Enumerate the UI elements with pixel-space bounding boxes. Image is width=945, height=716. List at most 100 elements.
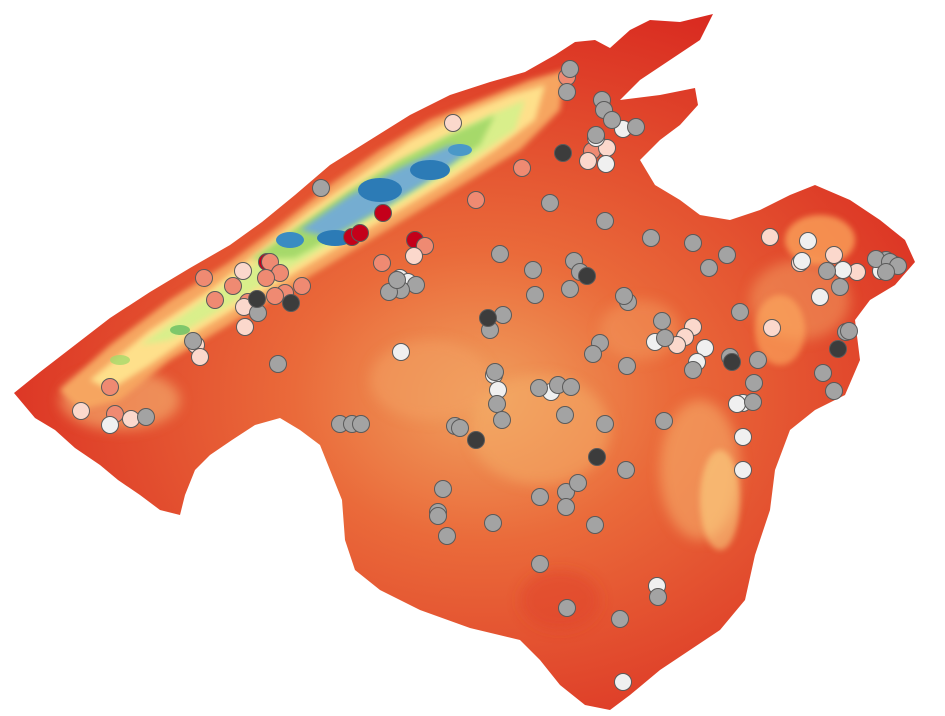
station-marker-light-pink[interactable] (763, 319, 781, 337)
station-marker-grey[interactable] (494, 306, 512, 324)
station-marker-grey[interactable] (388, 271, 406, 289)
station-marker-grey[interactable] (618, 357, 636, 375)
station-marker-dark-grey[interactable] (554, 144, 572, 162)
station-markers[interactable] (72, 60, 907, 691)
station-marker-white[interactable] (728, 395, 746, 413)
station-marker-dark-grey[interactable] (723, 353, 741, 371)
station-marker-grey[interactable] (429, 507, 447, 525)
station-marker-grey[interactable] (524, 261, 542, 279)
station-marker-grey[interactable] (486, 363, 504, 381)
station-marker-grey[interactable] (745, 374, 763, 392)
station-marker-grey[interactable] (312, 179, 330, 197)
station-marker-white[interactable] (793, 252, 811, 270)
station-marker-grey[interactable] (556, 406, 574, 424)
station-marker-white[interactable] (392, 343, 410, 361)
station-marker-grey[interactable] (561, 280, 579, 298)
station-marker-grey[interactable] (718, 246, 736, 264)
station-marker-light-pink[interactable] (234, 262, 252, 280)
station-marker-grey[interactable] (488, 395, 506, 413)
station-marker-grey[interactable] (531, 488, 549, 506)
station-marker-grey[interactable] (617, 461, 635, 479)
station-marker-grey[interactable] (530, 379, 548, 397)
station-marker-grey[interactable] (656, 329, 674, 347)
station-marker-dark-grey[interactable] (282, 294, 300, 312)
station-marker-salmon[interactable] (373, 254, 391, 272)
station-marker-grey[interactable] (603, 111, 621, 129)
station-marker-grey[interactable] (584, 345, 602, 363)
station-marker-grey[interactable] (541, 194, 559, 212)
station-marker-grey[interactable] (642, 229, 660, 247)
station-marker-salmon[interactable] (467, 191, 485, 209)
station-marker-grey[interactable] (586, 516, 604, 534)
station-marker-light-pink[interactable] (191, 348, 209, 366)
station-marker-grey[interactable] (744, 393, 762, 411)
station-marker-light-pink[interactable] (761, 228, 779, 246)
station-marker-grey[interactable] (484, 514, 502, 532)
station-marker-grey[interactable] (877, 263, 895, 281)
station-marker-salmon[interactable] (293, 277, 311, 295)
station-marker-grey[interactable] (818, 262, 836, 280)
station-marker-light-pink[interactable] (579, 152, 597, 170)
station-marker-light-pink[interactable] (825, 246, 843, 264)
station-marker-white[interactable] (811, 288, 829, 306)
station-marker-grey[interactable] (137, 408, 155, 426)
station-marker-grey[interactable] (700, 259, 718, 277)
station-marker-salmon[interactable] (266, 287, 284, 305)
station-marker-dark-grey[interactable] (578, 267, 596, 285)
station-marker-light-pink[interactable] (236, 318, 254, 336)
station-marker-grey[interactable] (596, 212, 614, 230)
station-marker-dark-red[interactable] (374, 204, 392, 222)
station-marker-grey[interactable] (269, 355, 287, 373)
station-marker-dark-grey[interactable] (479, 309, 497, 327)
station-marker-grey[interactable] (569, 474, 587, 492)
station-marker-dark-grey[interactable] (467, 431, 485, 449)
station-marker-dark-red[interactable] (351, 224, 369, 242)
station-marker-light-pink[interactable] (72, 402, 90, 420)
station-marker-grey[interactable] (407, 276, 425, 294)
station-marker-light-pink[interactable] (122, 410, 140, 428)
station-marker-grey[interactable] (684, 361, 702, 379)
station-marker-white[interactable] (799, 232, 817, 250)
station-marker-grey[interactable] (352, 415, 370, 433)
station-marker-salmon[interactable] (513, 159, 531, 177)
station-marker-grey[interactable] (627, 118, 645, 136)
station-marker-grey[interactable] (596, 415, 614, 433)
station-marker-grey[interactable] (557, 498, 575, 516)
station-marker-grey[interactable] (438, 527, 456, 545)
station-marker-grey[interactable] (531, 555, 549, 573)
station-marker-grey[interactable] (731, 303, 749, 321)
station-marker-grey[interactable] (561, 60, 579, 78)
station-marker-salmon[interactable] (195, 269, 213, 287)
station-marker-grey[interactable] (655, 412, 673, 430)
station-marker-grey[interactable] (562, 378, 580, 396)
station-marker-grey[interactable] (491, 245, 509, 263)
station-marker-white[interactable] (101, 416, 119, 434)
station-marker-grey[interactable] (684, 234, 702, 252)
station-marker-grey[interactable] (653, 312, 671, 330)
station-marker-grey[interactable] (587, 126, 605, 144)
station-marker-white[interactable] (696, 339, 714, 357)
station-marker-grey[interactable] (493, 411, 511, 429)
station-marker-grey[interactable] (825, 382, 843, 400)
station-marker-grey[interactable] (814, 364, 832, 382)
station-marker-grey[interactable] (615, 287, 633, 305)
station-marker-grey[interactable] (749, 351, 767, 369)
station-marker-salmon[interactable] (101, 378, 119, 396)
station-marker-grey[interactable] (611, 610, 629, 628)
station-marker-salmon[interactable] (257, 269, 275, 287)
station-marker-dark-grey[interactable] (588, 448, 606, 466)
station-marker-salmon[interactable] (224, 277, 242, 295)
station-marker-grey[interactable] (649, 588, 667, 606)
station-marker-dark-grey[interactable] (829, 340, 847, 358)
station-marker-grey[interactable] (526, 286, 544, 304)
station-marker-grey[interactable] (558, 599, 576, 617)
station-marker-white[interactable] (834, 261, 852, 279)
station-marker-grey[interactable] (434, 480, 452, 498)
station-marker-white[interactable] (597, 155, 615, 173)
station-marker-dark-grey[interactable] (248, 290, 266, 308)
station-marker-grey[interactable] (558, 83, 576, 101)
station-marker-white[interactable] (734, 461, 752, 479)
station-marker-light-pink[interactable] (444, 114, 462, 132)
station-marker-white[interactable] (614, 673, 632, 691)
